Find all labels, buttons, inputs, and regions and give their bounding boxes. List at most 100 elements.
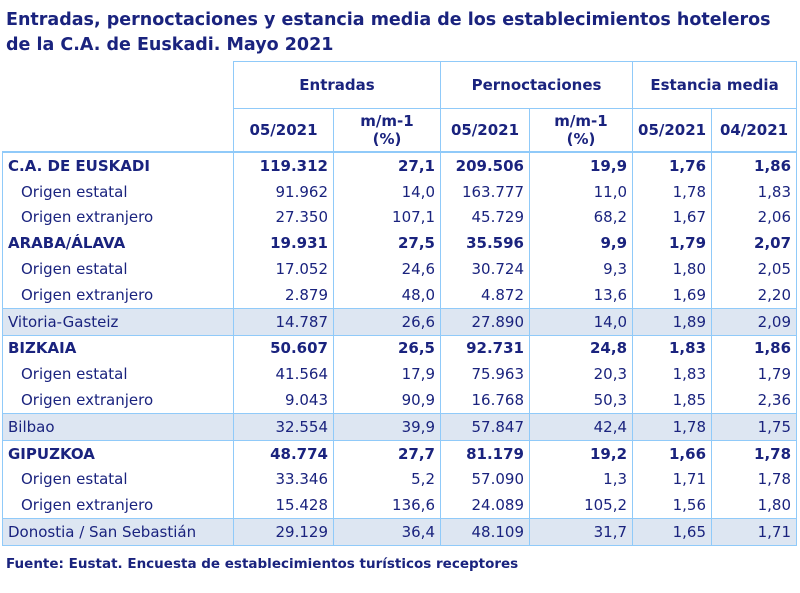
table-cell: 17.052 — [233, 256, 334, 282]
table-cell: 1,79 — [711, 361, 798, 388]
table-cell: 24,6 — [333, 256, 441, 282]
table-cell: 14.787 — [233, 307, 334, 336]
row-label: Origen estatal — [2, 178, 234, 205]
row-label: Origen estatal — [2, 361, 234, 388]
table-cell: 24,8 — [529, 335, 634, 362]
table-cell: 90,9 — [333, 387, 441, 414]
table-cell: 119.312 — [233, 152, 334, 179]
table-row: Origen estatal 33.346 5,2 57.090 1,3 1,71 1,78 — [2, 466, 798, 493]
row-label: Origen estatal — [2, 256, 234, 282]
table-cell: 13,6 — [529, 281, 634, 309]
table-cell: 41.564 — [233, 361, 334, 388]
header-group-pernoctaciones: Pernoctaciones — [439, 61, 634, 109]
table-cell: 2,09 — [711, 307, 798, 336]
table-row: Donostia / San Sebastián 29.129 36,4 48.109… — [2, 518, 798, 546]
table-row: Origen extranjero 27.350 107,1 45.729 68,2 1,… — [2, 204, 798, 231]
table-cell: 27,7 — [333, 440, 441, 467]
table-cell: 24.089 — [440, 492, 530, 519]
table-row: Origen extranjero 9.043 90,9 16.768 50,3 1,85… — [2, 387, 798, 414]
table-cell: 92.731 — [440, 335, 530, 362]
table-cell: 50,3 — [529, 387, 634, 414]
table-cell: 1,71 — [711, 518, 798, 546]
table-cell: 75.963 — [440, 361, 530, 388]
table-cell: 68,2 — [529, 204, 634, 231]
row-label: Origen extranjero — [2, 492, 234, 519]
table-row: ARABA/ÁLAVA 19.931 27,5 35.596 9,9 1,79 2,07 — [2, 230, 798, 257]
table-title: Entradas, pernoctaciones y estancia medi… — [6, 10, 771, 55]
table-row: Origen estatal 17.052 24,6 30.724 9,3 1,80 2,0… — [2, 256, 798, 282]
table-cell: 1,78 — [632, 412, 713, 441]
table-cell: 209.506 — [440, 152, 530, 179]
table-cell: 36,4 — [333, 518, 441, 546]
header-subcolumn: 04/2021 — [711, 108, 798, 153]
table-cell: 50.607 — [233, 335, 334, 362]
table-cell: 1,56 — [632, 492, 713, 519]
table-cell: 1,80 — [632, 256, 713, 282]
row-label: Origen estatal — [2, 466, 234, 493]
header-subcolumn: m/m-1 (%) — [333, 108, 441, 153]
header-subcolumn: 05/2021 — [233, 108, 334, 153]
table-cell: 17,9 — [333, 361, 441, 388]
row-label: Origen extranjero — [2, 281, 234, 309]
table-cell: 30.724 — [440, 256, 530, 282]
table-cell: 57.847 — [440, 412, 530, 441]
table-cell: 107,1 — [333, 204, 441, 231]
table-cell: 9,3 — [529, 256, 634, 282]
table-cell: 29.129 — [233, 518, 334, 546]
source-footer: Fuente: Eustat. Encuesta de establecimie… — [6, 556, 519, 572]
table-cell: 1,85 — [632, 387, 713, 414]
table-cell: 27.350 — [233, 204, 334, 231]
table-cell: 15.428 — [233, 492, 334, 519]
table-row: Vitoria-Gasteiz 14.787 26,6 27.890 14,0 1,89 2… — [2, 307, 798, 336]
table-cell: 2,07 — [711, 230, 798, 257]
header-blank — [2, 61, 234, 153]
table-cell: 1,83 — [711, 178, 798, 205]
table-cell: 1,79 — [632, 230, 713, 257]
header-group-entradas: Entradas — [233, 61, 441, 109]
table-cell: 2,20 — [711, 281, 798, 309]
table-cell: 1,67 — [632, 204, 713, 231]
table-cell: 57.090 — [440, 466, 530, 493]
table-cell: 2,06 — [711, 204, 798, 231]
header-subcolumn: 05/2021 — [632, 108, 713, 153]
table-cell: 1,65 — [632, 518, 713, 546]
row-label: Vitoria-Gasteiz — [2, 307, 234, 336]
table-cell: 105,2 — [529, 492, 634, 519]
table-row: BIZKAIA 50.607 26,5 92.731 24,8 1,83 1,86 — [2, 335, 798, 362]
row-label: Donostia / San Sebastián — [2, 518, 234, 546]
table-row: Origen estatal 91.962 14,0 163.777 11,0 1,78 1… — [2, 178, 798, 205]
table-cell: 45.729 — [440, 204, 530, 231]
table-cell: 48.109 — [440, 518, 530, 546]
table-cell: 26,6 — [333, 307, 441, 336]
table-cell: 1,71 — [632, 466, 713, 493]
table-cell: 48,0 — [333, 281, 441, 309]
table-cell: 1,80 — [711, 492, 798, 519]
table-cell: 27.890 — [440, 307, 530, 336]
table-cell: 48.774 — [233, 440, 334, 467]
table-cell: 27,1 — [333, 152, 441, 179]
table-cell: 81.179 — [440, 440, 530, 467]
table-cell: 1,78 — [711, 440, 798, 467]
header-group-estancia-media: Estancia media — [632, 61, 798, 109]
table-cell: 1,66 — [632, 440, 713, 467]
table-cell: 136,6 — [333, 492, 441, 519]
header-subcolumn: 05/2021 — [440, 108, 530, 153]
table-row: GIPUZKOA 48.774 27,7 81.179 19,2 1,66 1,78 — [2, 440, 798, 467]
table-cell: 42,4 — [529, 412, 634, 441]
table-cell: 1,76 — [632, 152, 713, 179]
table-cell: 2,36 — [711, 387, 798, 414]
row-label: Bilbao — [2, 412, 234, 441]
table-cell: 31,7 — [529, 518, 634, 546]
table-cell: 1,3 — [529, 466, 634, 493]
table-cell: 1,83 — [632, 361, 713, 388]
table-row: Origen extranjero 2.879 48,0 4.872 13,6 1,69 2… — [2, 281, 798, 309]
table-cell: 9,9 — [529, 230, 634, 257]
hotel-statistics-table: Entradas Pernoctaciones Estancia media 0… — [2, 61, 798, 546]
table-cell: 2,05 — [711, 256, 798, 282]
table-cell: 26,5 — [333, 335, 441, 362]
row-label: BIZKAIA — [2, 335, 234, 362]
table-cell: 11,0 — [529, 178, 634, 205]
row-label: C.A. DE EUSKADI — [2, 152, 234, 179]
row-label: Origen extranjero — [2, 387, 234, 414]
table-row: C.A. DE EUSKADI 119.312 27,1 209.506 19,9 1,7… — [2, 152, 798, 179]
